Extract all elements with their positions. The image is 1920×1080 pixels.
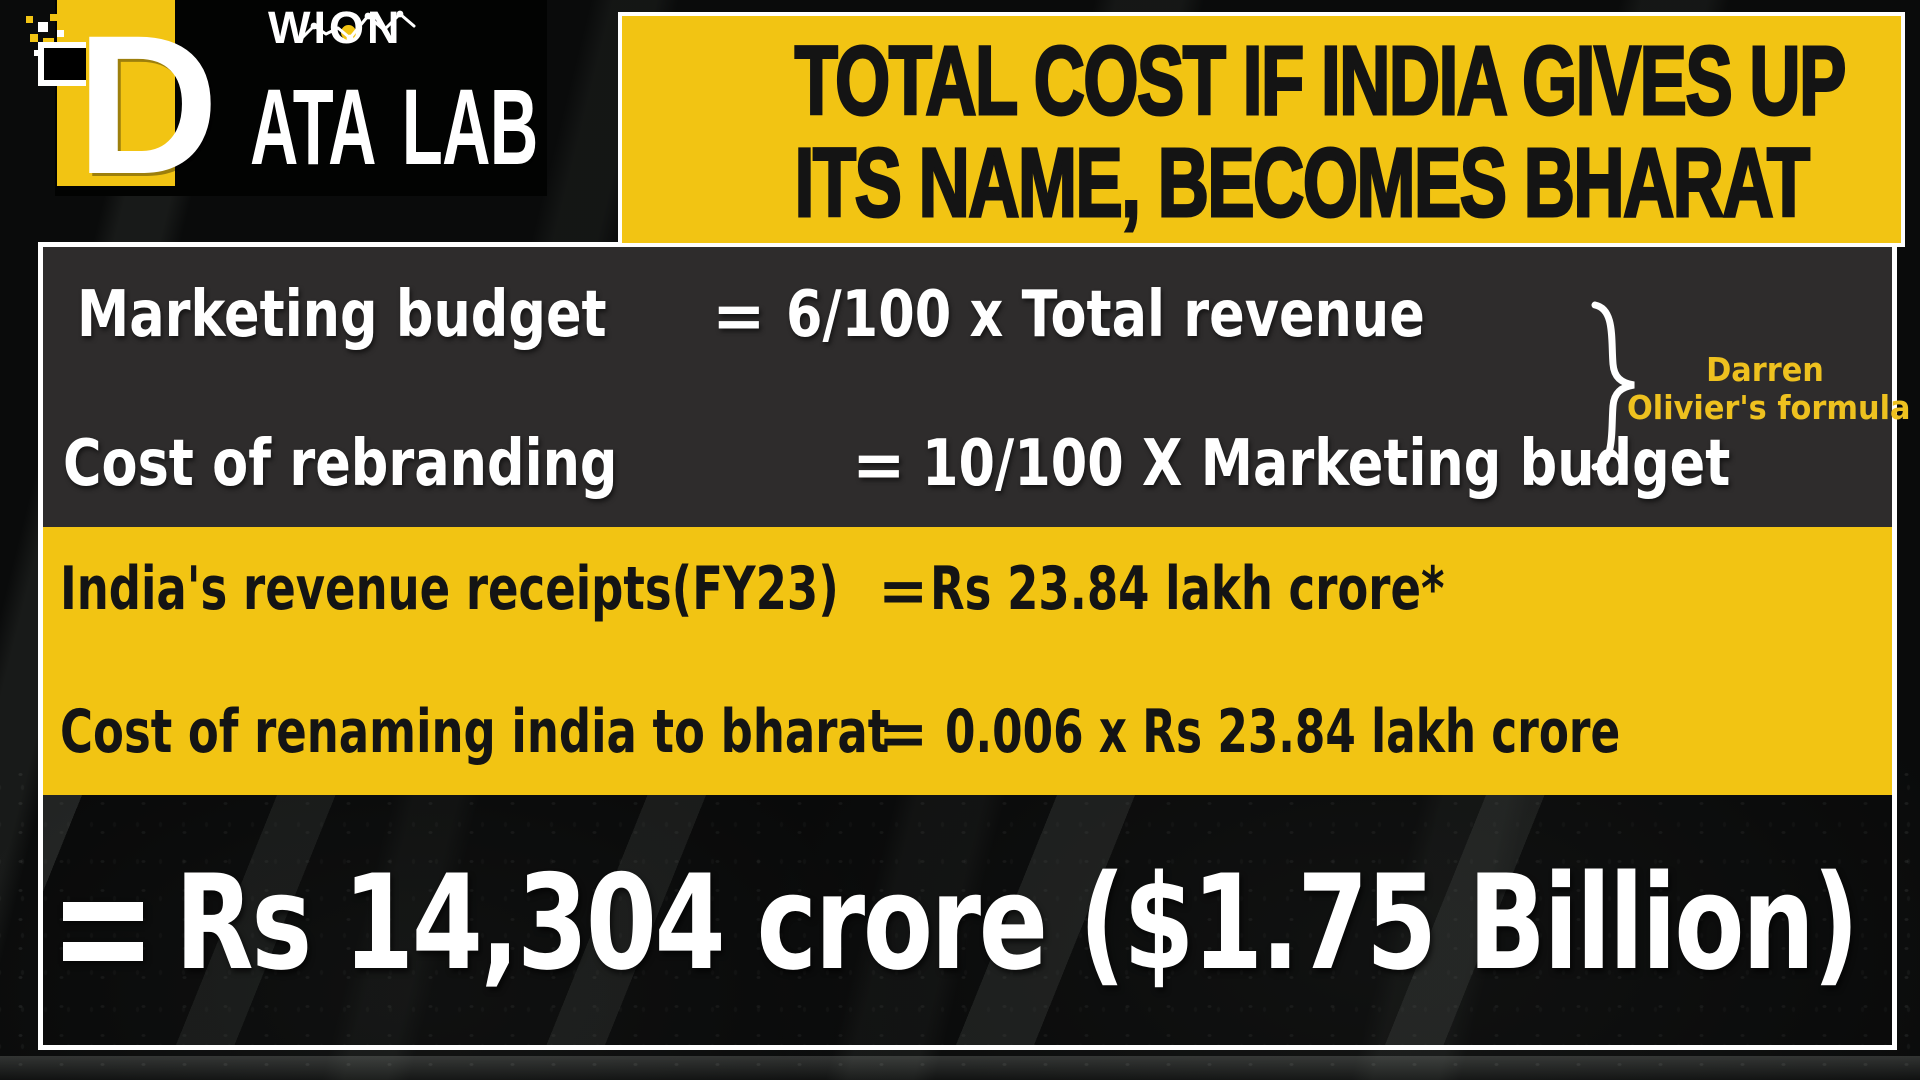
data-row2-equals: =	[878, 699, 929, 769]
datalab-lab: LAB	[401, 66, 538, 187]
formula-annotation: Darren Olivier's formula	[1627, 350, 1911, 427]
result-equals-icon	[63, 902, 143, 982]
wet-leaf-texture	[0, 760, 1920, 1080]
formula-section	[43, 247, 1892, 527]
logo-yellow-block	[57, 0, 175, 186]
data-row2-value: 0.006 x Rs 23.84 lakh crore	[945, 697, 1621, 767]
datalab-ata: ATA	[250, 66, 376, 187]
formula-row2-label: Cost of rebranding	[63, 427, 618, 501]
datalab-wordmark: ATA LAB	[250, 73, 538, 181]
wion-datalab-logo: D WION ATA LAB	[0, 0, 620, 270]
formula-row1-equals: =	[712, 280, 766, 354]
logo-big-d: D	[76, 0, 219, 215]
line-chart-icon	[300, 10, 416, 42]
brace-icon	[1591, 301, 1635, 471]
data-row1-label: India's revenue receipts(FY23)	[60, 554, 839, 624]
result-value: Rs 14,304 crore ($1.75 Billion)	[175, 846, 1859, 999]
headline-line-2: ITS NAME, BECOMES BHARAT	[794, 128, 1812, 237]
formula-row2-equals: =	[852, 429, 906, 503]
data-section	[43, 527, 1892, 795]
bottom-texture-band	[0, 1056, 1920, 1080]
headline-line-1: TOTAL COST IF INDIA GIVES UP	[794, 26, 1848, 135]
data-row1-value: Rs 23.84 lakh crore*	[930, 554, 1445, 624]
data-row1-equals: =	[878, 556, 929, 626]
formula-row1-value: 6/100 x Total revenue	[786, 278, 1425, 352]
logo-flag-notch	[38, 42, 86, 86]
formula-row1-label: Marketing budget	[77, 278, 607, 352]
data-row2-label: Cost of renaming india to bharat	[60, 697, 890, 767]
annotation-line-1: Darren	[1706, 350, 1824, 389]
wion-wordmark: WION	[268, 2, 403, 53]
headline-banner: TOTAL COST IF INDIA GIVES UP ITS NAME, B…	[618, 12, 1905, 247]
result-section	[43, 795, 1892, 1045]
content-panel: Marketing budget = 6/100 x Total revenue…	[38, 242, 1911, 1050]
annotation-line-2: Olivier's formula	[1627, 388, 1911, 427]
